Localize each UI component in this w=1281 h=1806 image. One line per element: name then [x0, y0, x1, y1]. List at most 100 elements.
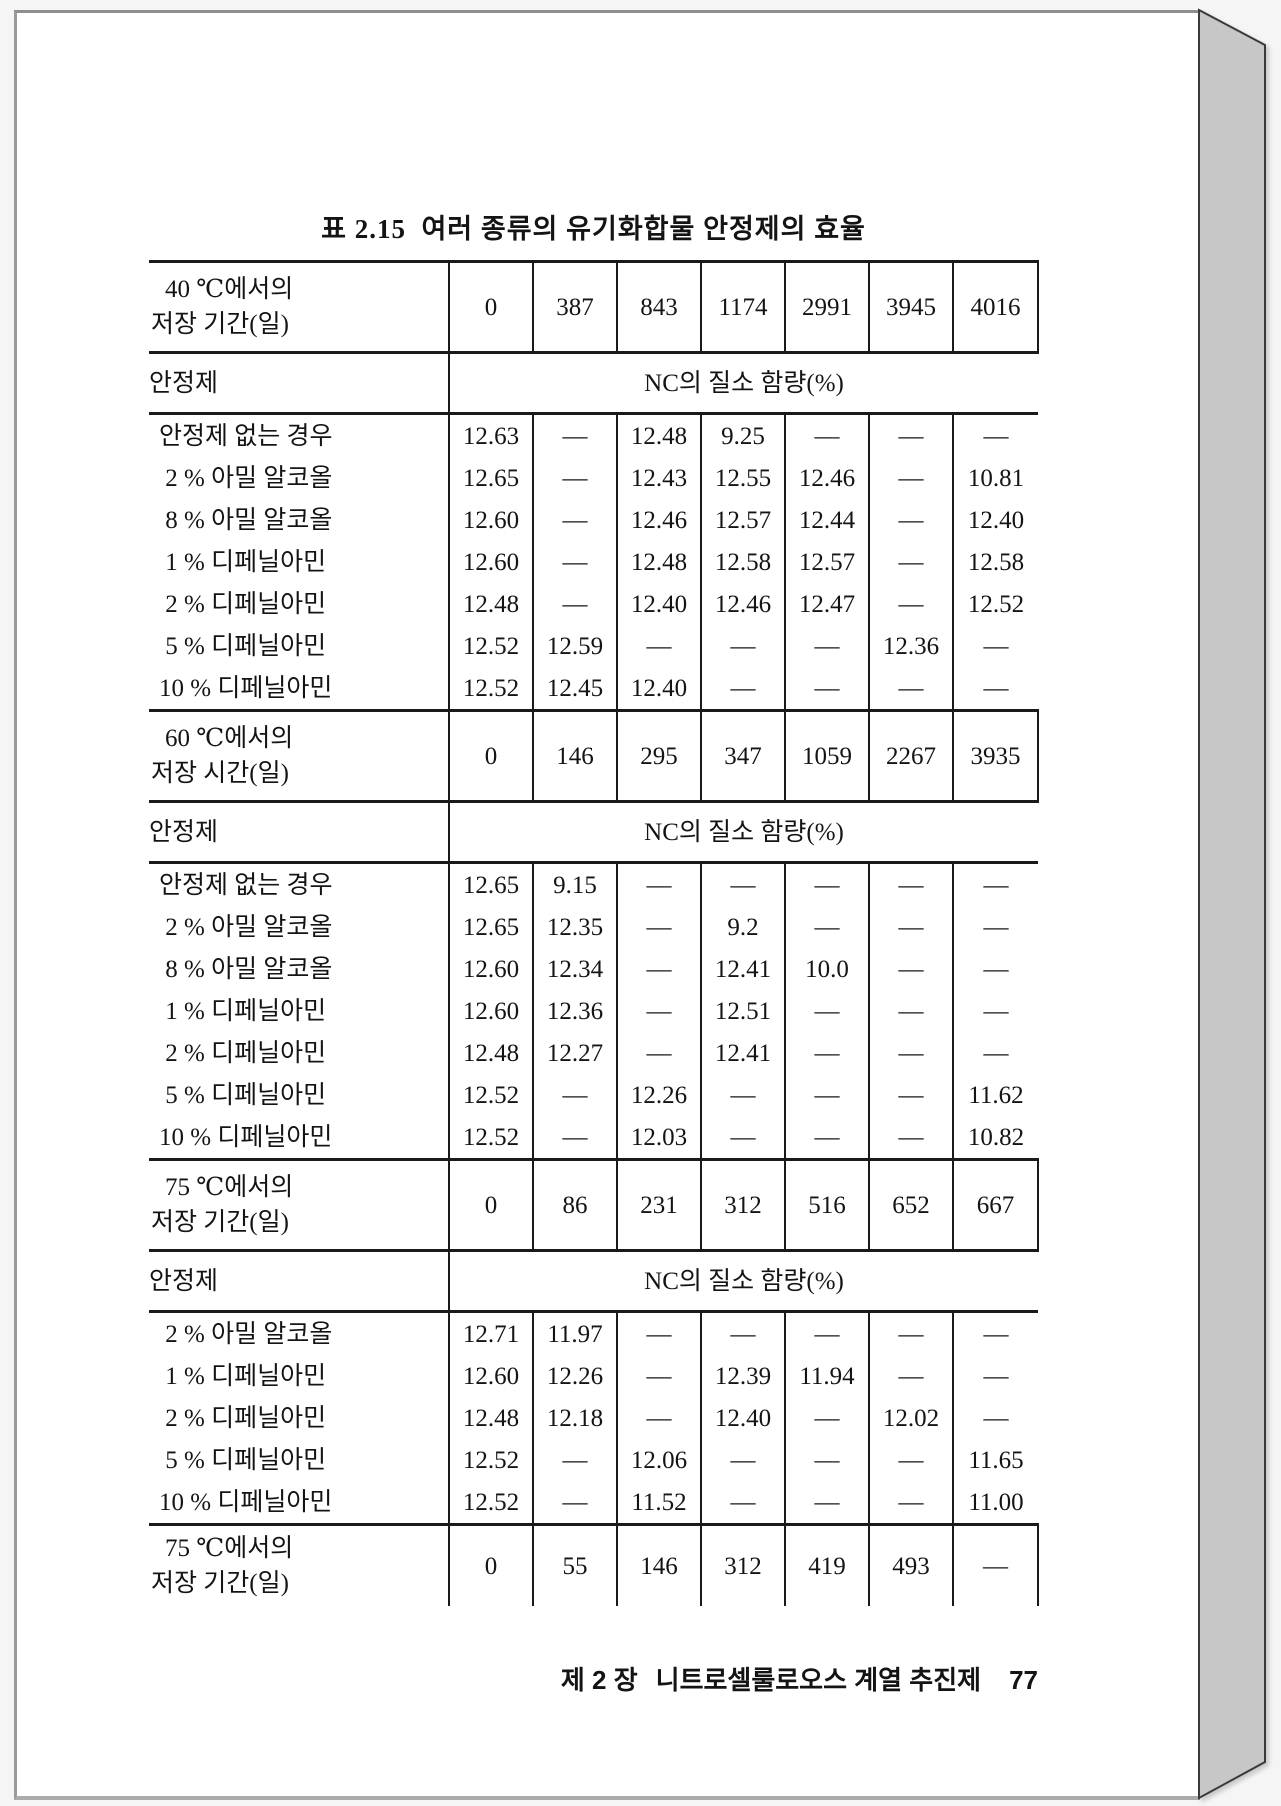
nitrogen-value-cell: — — [868, 862, 953, 906]
column-header-row: 안정제 NC의 질소 함량(%) — [149, 801, 1038, 864]
stabilizer-data-row: 2 % 디페닐아민 12.48 12.18—12.40—12.02— — [149, 1397, 1038, 1439]
nitrogen-value-cell: 12.51 — [700, 990, 785, 1032]
nitrogen-value-cell: — — [868, 990, 953, 1032]
storage-period-value-cell: — — [952, 1523, 1039, 1606]
storage-period-label-line1: 75 ℃에서의 — [165, 1535, 294, 1562]
storage-period-row: 75 ℃에서의 저장 기간(일) 0 86 231 312 516 652 667 — [149, 1158, 1039, 1252]
nitrogen-value-cell: — — [868, 1439, 953, 1481]
footer-page-number: 77 — [1009, 1665, 1038, 1695]
nitrogen-value-cell: 12.34 — [532, 948, 617, 990]
nitrogen-value-cell: 12.40 — [616, 667, 701, 711]
nitrogen-value-cell: — — [700, 625, 785, 667]
nitrogen-value-cell: 12.39 — [700, 1355, 785, 1397]
stabilizer-name-cell: 10 % 디페닐아민 — [159, 1488, 333, 1516]
nitrogen-value-cell: 12.52 — [448, 1439, 533, 1481]
stabilizer-name-cell: 2 % 디페닐아민 — [159, 1404, 327, 1432]
stabilizer-efficiency-table: 40 ℃에서의 저장 기간(일) 0 387 843 1174 2991 3945 4016 안정… — [149, 260, 1039, 1606]
nitrogen-value-cell: — — [868, 667, 953, 711]
nitrogen-value-cell: 12.46 — [784, 457, 869, 499]
nitrogen-value-cell: 12.48 — [448, 1397, 533, 1439]
nitrogen-value-cell: — — [700, 1481, 785, 1525]
nitrogen-value-cell: — — [532, 541, 617, 583]
book-edge-icon — [1198, 8, 1266, 1800]
nitrogen-value-cell: 12.41 — [700, 948, 785, 990]
nitrogen-value-cell: — — [784, 413, 869, 457]
stabilizer-name-cell: 1 % 디페닐아민 — [159, 548, 327, 576]
storage-period-label-cell: 60 ℃에서의 저장 시간(일) — [149, 709, 449, 803]
nitrogen-value-cell: — — [532, 583, 617, 625]
stabilizer-header-cell: 안정제 — [149, 1250, 449, 1313]
nitrogen-value-cell: 12.06 — [616, 1439, 701, 1481]
nitrogen-value-cell: 12.52 — [952, 583, 1038, 625]
nitrogen-value-cell: 12.60 — [448, 1355, 533, 1397]
storage-period-value-cell: 516 — [784, 1158, 869, 1252]
storage-period-label-cell: 75 ℃에서의 저장 기간(일) — [149, 1523, 449, 1606]
nitrogen-value-cell: — — [868, 1032, 953, 1074]
nc-nitrogen-content-header-cell: NC의 질소 함량(%) — [448, 1250, 1038, 1313]
stabilizer-data-row: 2 % 디페닐아민 12.48—12.40 12.46 12.47—12.52 — [149, 583, 1038, 625]
nitrogen-value-cell: 12.55 — [700, 457, 785, 499]
stabilizer-header-cell: 안정제 — [149, 352, 449, 415]
nitrogen-value-cell: — — [868, 413, 953, 457]
nitrogen-value-cell: 11.00 — [952, 1481, 1038, 1525]
storage-period-value-cell: 2991 — [784, 260, 869, 354]
storage-period-label-line1: 60 ℃에서의 — [165, 725, 294, 752]
stabilizer-name-cell: 안정제 없는 경우 — [159, 871, 333, 899]
nitrogen-value-cell: — — [532, 413, 617, 457]
nitrogen-value-cell: — — [868, 1116, 953, 1160]
storage-period-value-cell: 1174 — [700, 260, 785, 354]
stabilizer-data-row: 10 % 디페닐아민 12.52—11.52— — —11.00 — [149, 1481, 1038, 1525]
stabilizer-data-row: 10 % 디페닐아민 12.52—12.03— — —10.82 — [149, 1116, 1038, 1160]
nitrogen-value-cell: — — [952, 1397, 1038, 1439]
storage-period-value-cell: 55 — [532, 1523, 617, 1606]
stabilizer-data-row: 2 % 아밀 알코올 12.71 11.97— — — — — — [149, 1311, 1038, 1355]
nitrogen-value-cell: — — [868, 1481, 953, 1525]
nitrogen-value-cell: — — [952, 667, 1038, 711]
nitrogen-value-cell: 12.46 — [616, 499, 701, 541]
nitrogen-value-cell: 12.71 — [448, 1311, 533, 1355]
table-title: 표 2.15 여러 종류의 유기화합물 안정제의 효율 — [321, 214, 866, 244]
nitrogen-value-cell: — — [616, 948, 701, 990]
stabilizer-data-row: 안정제 없는 경우 12.63—12.48 9.25— — — — [149, 413, 1038, 457]
nitrogen-value-cell: — — [700, 667, 785, 711]
storage-period-value-cell: 146 — [616, 1523, 701, 1606]
nitrogen-value-cell: — — [532, 1439, 617, 1481]
nitrogen-value-cell: 12.65 — [448, 457, 533, 499]
nitrogen-value-cell: — — [784, 906, 869, 948]
nitrogen-value-cell: 12.03 — [616, 1116, 701, 1160]
storage-period-value-cell: 295 — [616, 709, 701, 803]
nitrogen-value-cell: 12.47 — [784, 583, 869, 625]
nitrogen-value-cell: — — [616, 1032, 701, 1074]
stabilizer-data-row: 1 % 디페닐아민 12.60 12.26—12.39 11.94— — — [149, 1355, 1038, 1397]
stabilizer-data-row: 5 % 디페닐아민 12.52—12.26— — —11.62 — [149, 1074, 1038, 1116]
stabilizer-data-row: 1 % 디페닐아민 12.60—12.48 12.58 12.57—12.58 — [149, 541, 1038, 583]
nitrogen-value-cell: — — [700, 862, 785, 906]
nitrogen-value-cell: 12.60 — [448, 948, 533, 990]
storage-period-row: 40 ℃에서의 저장 기간(일) 0 387 843 1174 2991 3945 4016 — [149, 260, 1039, 354]
nitrogen-value-cell: 12.58 — [700, 541, 785, 583]
storage-period-value-cell: 1059 — [784, 709, 869, 803]
nitrogen-value-cell: 9.15 — [532, 862, 617, 906]
nitrogen-value-cell: — — [868, 906, 953, 948]
nitrogen-value-cell: 9.25 — [700, 413, 785, 457]
nitrogen-value-cell: 10.0 — [784, 948, 869, 990]
nitrogen-value-cell: — — [868, 583, 953, 625]
storage-period-value-cell: 231 — [616, 1158, 701, 1252]
nitrogen-value-cell: — — [784, 862, 869, 906]
nitrogen-value-cell: — — [784, 667, 869, 711]
nitrogen-value-cell: 11.65 — [952, 1439, 1038, 1481]
stabilizer-name-cell: 1 % 디페닐아민 — [159, 1362, 327, 1390]
nitrogen-value-cell: — — [868, 541, 953, 583]
stabilizer-data-row: 5 % 디페닐아민 12.52 12.59— — —12.36— — [149, 625, 1038, 667]
nitrogen-value-cell: — — [532, 1074, 617, 1116]
nitrogen-value-cell: — — [532, 1116, 617, 1160]
nitrogen-value-cell: 12.63 — [448, 413, 533, 457]
nitrogen-value-cell: 12.52 — [448, 1481, 533, 1525]
nitrogen-value-cell: — — [784, 1032, 869, 1074]
nitrogen-value-cell: 11.97 — [532, 1311, 617, 1355]
nitrogen-value-cell: — — [784, 1397, 869, 1439]
storage-period-value-cell: 652 — [868, 1158, 953, 1252]
storage-period-value-cell: 667 — [952, 1158, 1039, 1252]
stabilizer-name-cell: 5 % 디페닐아민 — [159, 632, 327, 660]
